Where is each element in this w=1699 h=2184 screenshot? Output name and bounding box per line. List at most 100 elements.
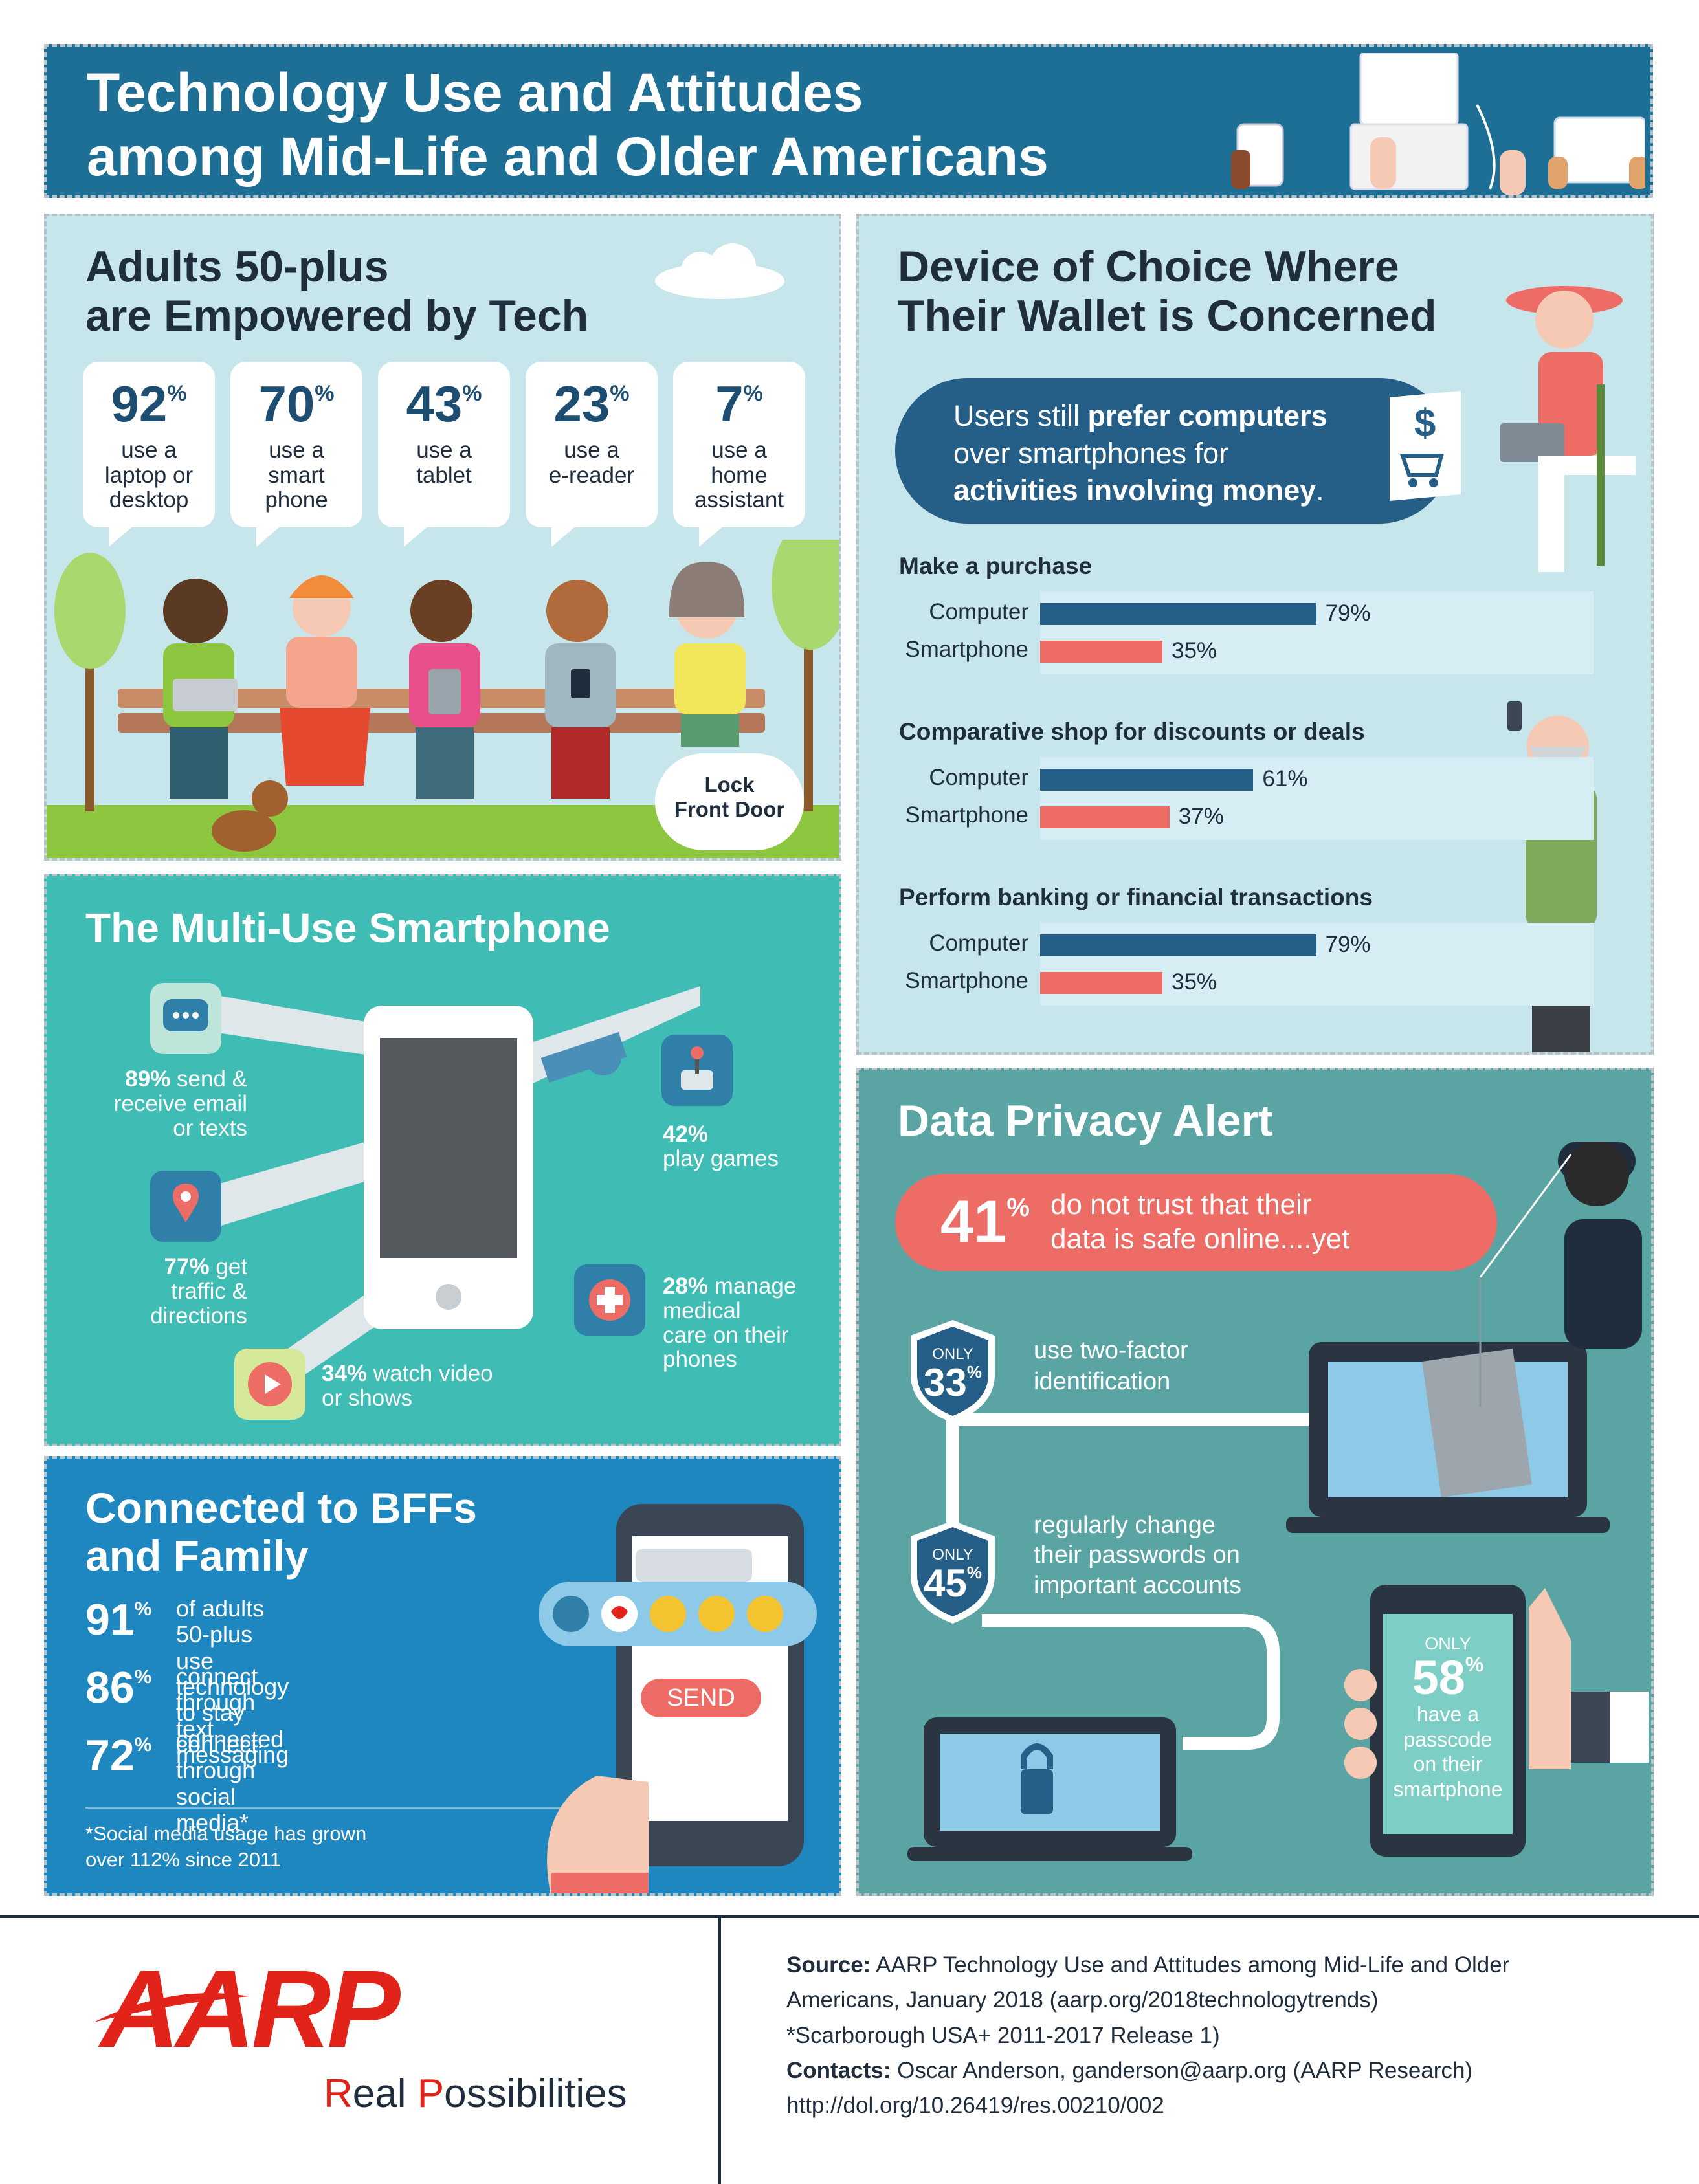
header-banner: Technology Use and Attitudes among Mid-L…: [44, 44, 1653, 198]
person-5: [669, 562, 746, 747]
lock-front-door-cloud: Lock Front Door: [655, 753, 804, 850]
stat-value: 23%: [553, 375, 630, 432]
chart-series-label: Computer: [929, 765, 1028, 790]
multi-use-smartphone-panel: The Multi-Use Smartphone 89% send & rece…: [44, 874, 841, 1446]
dog: [212, 780, 288, 852]
empowered-title-line-1: Adults 50-plus: [85, 242, 389, 291]
privacy-illustration: [907, 1142, 1649, 1861]
stat-label: use a tablet: [416, 437, 472, 488]
chart-bar: [1040, 769, 1254, 791]
stat-value: 7%: [715, 375, 763, 432]
trust-text: do not trust that their data is safe onl…: [1050, 1189, 1350, 1255]
stat-medical-care: 28% manage medical care on their phones: [663, 1274, 797, 1373]
cloud-text-1: Lock: [704, 773, 755, 797]
tagline: Real Possibilities: [324, 2071, 627, 2116]
stat-label: use a smart phone: [265, 437, 328, 513]
chart-group-title: Comparative shop for discounts or deals: [899, 718, 1365, 745]
chart-value-label: 35%: [1172, 638, 1217, 663]
stat-traffic-directions: 77% get traffic & directions: [150, 1254, 247, 1329]
empowered-title: Adults 50-plus are Empowered by Tech: [85, 242, 588, 340]
chart-series-label: Computer: [929, 599, 1028, 624]
passcode-stat: ONLY 58% have a passcode on their smartp…: [1393, 1634, 1503, 1801]
title-line-1: Technology Use and Attitudes: [87, 62, 863, 123]
stat-watch-video: 34% watch video or shows: [322, 1361, 493, 1411]
bff-stat-91: 91% of adults 50-plus use technology to …: [85, 1595, 289, 1752]
chart-series-label: Computer: [929, 931, 1028, 956]
map-pin-icon: [150, 1171, 221, 1242]
person-3: [409, 580, 480, 799]
connected-bffs-panel: Connected to BFFs and Family 91% of adul…: [44, 1456, 841, 1896]
chart-bar: [1040, 641, 1162, 663]
wallet-title: Device of Choice Where Their Wallet is C…: [898, 242, 1437, 341]
stat-bubble-tablet: 43% use a tablet: [378, 362, 510, 547]
bffs-title: Connected to BFFs and Family: [85, 1484, 477, 1580]
send-button[interactable]: SEND: [641, 1679, 761, 1717]
cloud-icon: [655, 243, 784, 299]
stat-label: use a e-reader: [548, 437, 635, 488]
device-of-choice-panel: Device of Choice Where Their Wallet is C…: [856, 214, 1654, 1055]
stat-bubble-home-assistant: 7% use a home assistant: [673, 362, 805, 547]
chart-value-label: 37%: [1178, 804, 1224, 829]
stat-bubble-ereader: 23% use a e-reader: [526, 362, 658, 547]
page-title: Technology Use and Attitudes among Mid-L…: [87, 61, 1049, 189]
person-4: [545, 580, 616, 799]
stat-value: 43%: [406, 375, 482, 432]
aarp-logo: AARP: [94, 1954, 401, 2064]
chart-series-label: Smartphone: [905, 637, 1028, 662]
data-privacy-panel: Data Privacy Alert 41% do not trust that…: [856, 1068, 1654, 1896]
stat-value: 92%: [111, 375, 187, 432]
chart-bar: [1040, 972, 1162, 994]
privacy-title: Data Privacy Alert: [898, 1096, 1273, 1145]
source-citation: Source: AARP Technology Use and Attitude…: [786, 1952, 1510, 2118]
passwords-badge: ONLY 45%: [924, 1546, 982, 1605]
swiss-army-phone-illustration: [202, 986, 700, 1387]
chart-group-title: Perform banking or financial transaction…: [899, 884, 1373, 910]
person-2: [280, 575, 370, 786]
footer-vertical-divider: [718, 1917, 721, 2184]
stat-bubble-laptop: 92% use a laptop or desktop: [83, 362, 215, 547]
devices-illustration: [1231, 53, 1645, 195]
shield-icon: [911, 1521, 995, 1624]
doi-link[interactable]: http://dol.org/10.26419/res.00210/002: [786, 2093, 1164, 2118]
title-line-2: among Mid-Life and Older Americans: [87, 126, 1049, 188]
stat-play-games: 42% play games: [663, 1121, 779, 1171]
bffs-footnote: *Social media usage has grown over 112% …: [85, 1822, 367, 1871]
chart-bar: [1040, 934, 1316, 956]
medical-cross-icon: [574, 1264, 645, 1336]
empowered-by-tech-panel: Adults 50-plus are Empowered by Tech 92%…: [44, 214, 841, 861]
chart-value-label: 35%: [1172, 969, 1217, 995]
stat-label: use a laptop or desktop: [104, 437, 194, 513]
chart-bar: [1040, 603, 1316, 625]
empowered-title-line-2: are Empowered by Tech: [85, 291, 589, 341]
trust-pill: 41% do not trust that their data is safe…: [895, 1174, 1497, 1271]
stat-bubble-smartphone: 70% use a smart phone: [230, 362, 362, 547]
person-1: [163, 579, 238, 799]
cloud-text-2: Front Door: [674, 797, 785, 821]
chart-bar: [1040, 806, 1170, 828]
svg-text:$: $: [1414, 401, 1436, 445]
footer-divider: [0, 1915, 1699, 1918]
receipt-cart-icon: $: [1390, 391, 1461, 501]
logo-swoosh: [94, 1993, 249, 2022]
stat-label: use a home assistant: [694, 437, 784, 513]
two-factor-badge: ONLY 33%: [924, 1345, 982, 1404]
chart-group-title: Make a purchase: [899, 553, 1093, 579]
passwords-text: regularly change their passwords on impo…: [1034, 1512, 1242, 1599]
multi-use-title: The Multi-Use Smartphone: [85, 905, 610, 951]
chart-series-label: Smartphone: [905, 802, 1028, 828]
trust-value: 41%: [940, 1189, 1030, 1255]
chat-icon: [150, 983, 221, 1054]
bff-stat-72: 72% connect through social media*: [85, 1731, 258, 1836]
stat-email-texts: 89% send & receive email or texts: [113, 1066, 247, 1141]
footnote-divider: [85, 1807, 571, 1809]
stat-value: 70%: [258, 375, 335, 432]
bff-stat-86: 86% connect through text messaging: [85, 1663, 289, 1768]
joystick-icon: [661, 1035, 733, 1106]
chart-series-label: Smartphone: [905, 968, 1028, 993]
chart-value-label: 79%: [1325, 932, 1371, 957]
play-icon: [234, 1349, 305, 1420]
shield-icon: [911, 1320, 995, 1423]
chart-value-label: 61%: [1262, 766, 1308, 791]
two-factor-text: use two-factor identification: [1034, 1337, 1188, 1395]
callout-pill: Users still prefer computers over smartp…: [895, 378, 1452, 524]
